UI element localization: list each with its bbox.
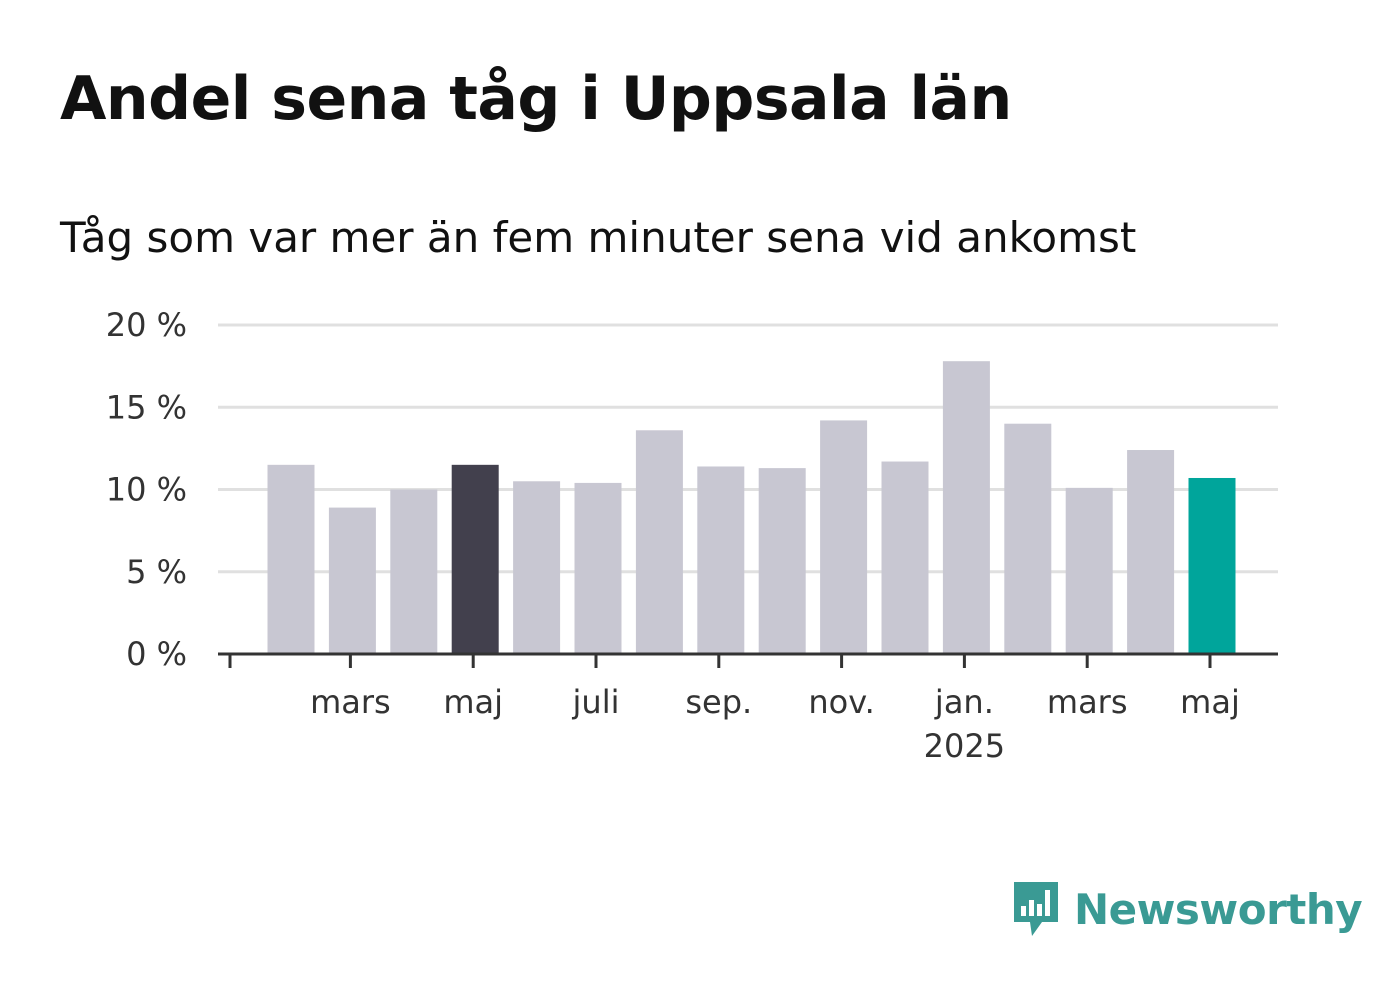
x-tick-label: mars	[310, 683, 391, 721]
bar	[635, 430, 683, 654]
bar	[758, 468, 806, 654]
y-tick-label: 15 %	[106, 388, 187, 426]
bar	[267, 464, 315, 654]
y-tick-label: 0 %	[126, 635, 187, 673]
chart-title: Andel sena tåg i Uppsala län	[60, 64, 1012, 134]
y-tick-label: 20 %	[106, 306, 187, 344]
y-tick-label: 10 %	[106, 471, 187, 509]
brand-name: Newsworthy	[1074, 884, 1363, 934]
newsworthy-logo: Newsworthy	[1010, 878, 1363, 940]
bar	[942, 361, 990, 654]
bar	[328, 507, 376, 654]
newsworthy-logo-icon	[1014, 882, 1058, 936]
x-tick-label: sep.	[685, 683, 752, 721]
x-tick-label: juli	[572, 683, 620, 721]
bar	[1065, 487, 1113, 654]
bar	[1127, 450, 1175, 654]
bar	[881, 461, 929, 654]
bar	[513, 481, 561, 654]
x-tick-label: nov.	[808, 683, 874, 721]
bar	[574, 482, 622, 654]
bar	[390, 489, 438, 654]
x-tick-label: maj	[443, 683, 503, 721]
x-tick-label: maj	[1180, 683, 1240, 721]
x-tick-label: mars	[1047, 683, 1128, 721]
bar	[451, 464, 499, 654]
x-tick-sublabel: 2025	[924, 727, 1005, 765]
bar	[1004, 423, 1052, 654]
chart-subtitle: Tåg som var mer än fem minuter sena vid …	[60, 213, 1137, 262]
bar	[697, 466, 745, 654]
y-tick-label: 5 %	[126, 553, 187, 591]
bar	[1188, 477, 1236, 654]
bar	[820, 420, 868, 654]
x-tick-label: jan.	[934, 683, 994, 721]
